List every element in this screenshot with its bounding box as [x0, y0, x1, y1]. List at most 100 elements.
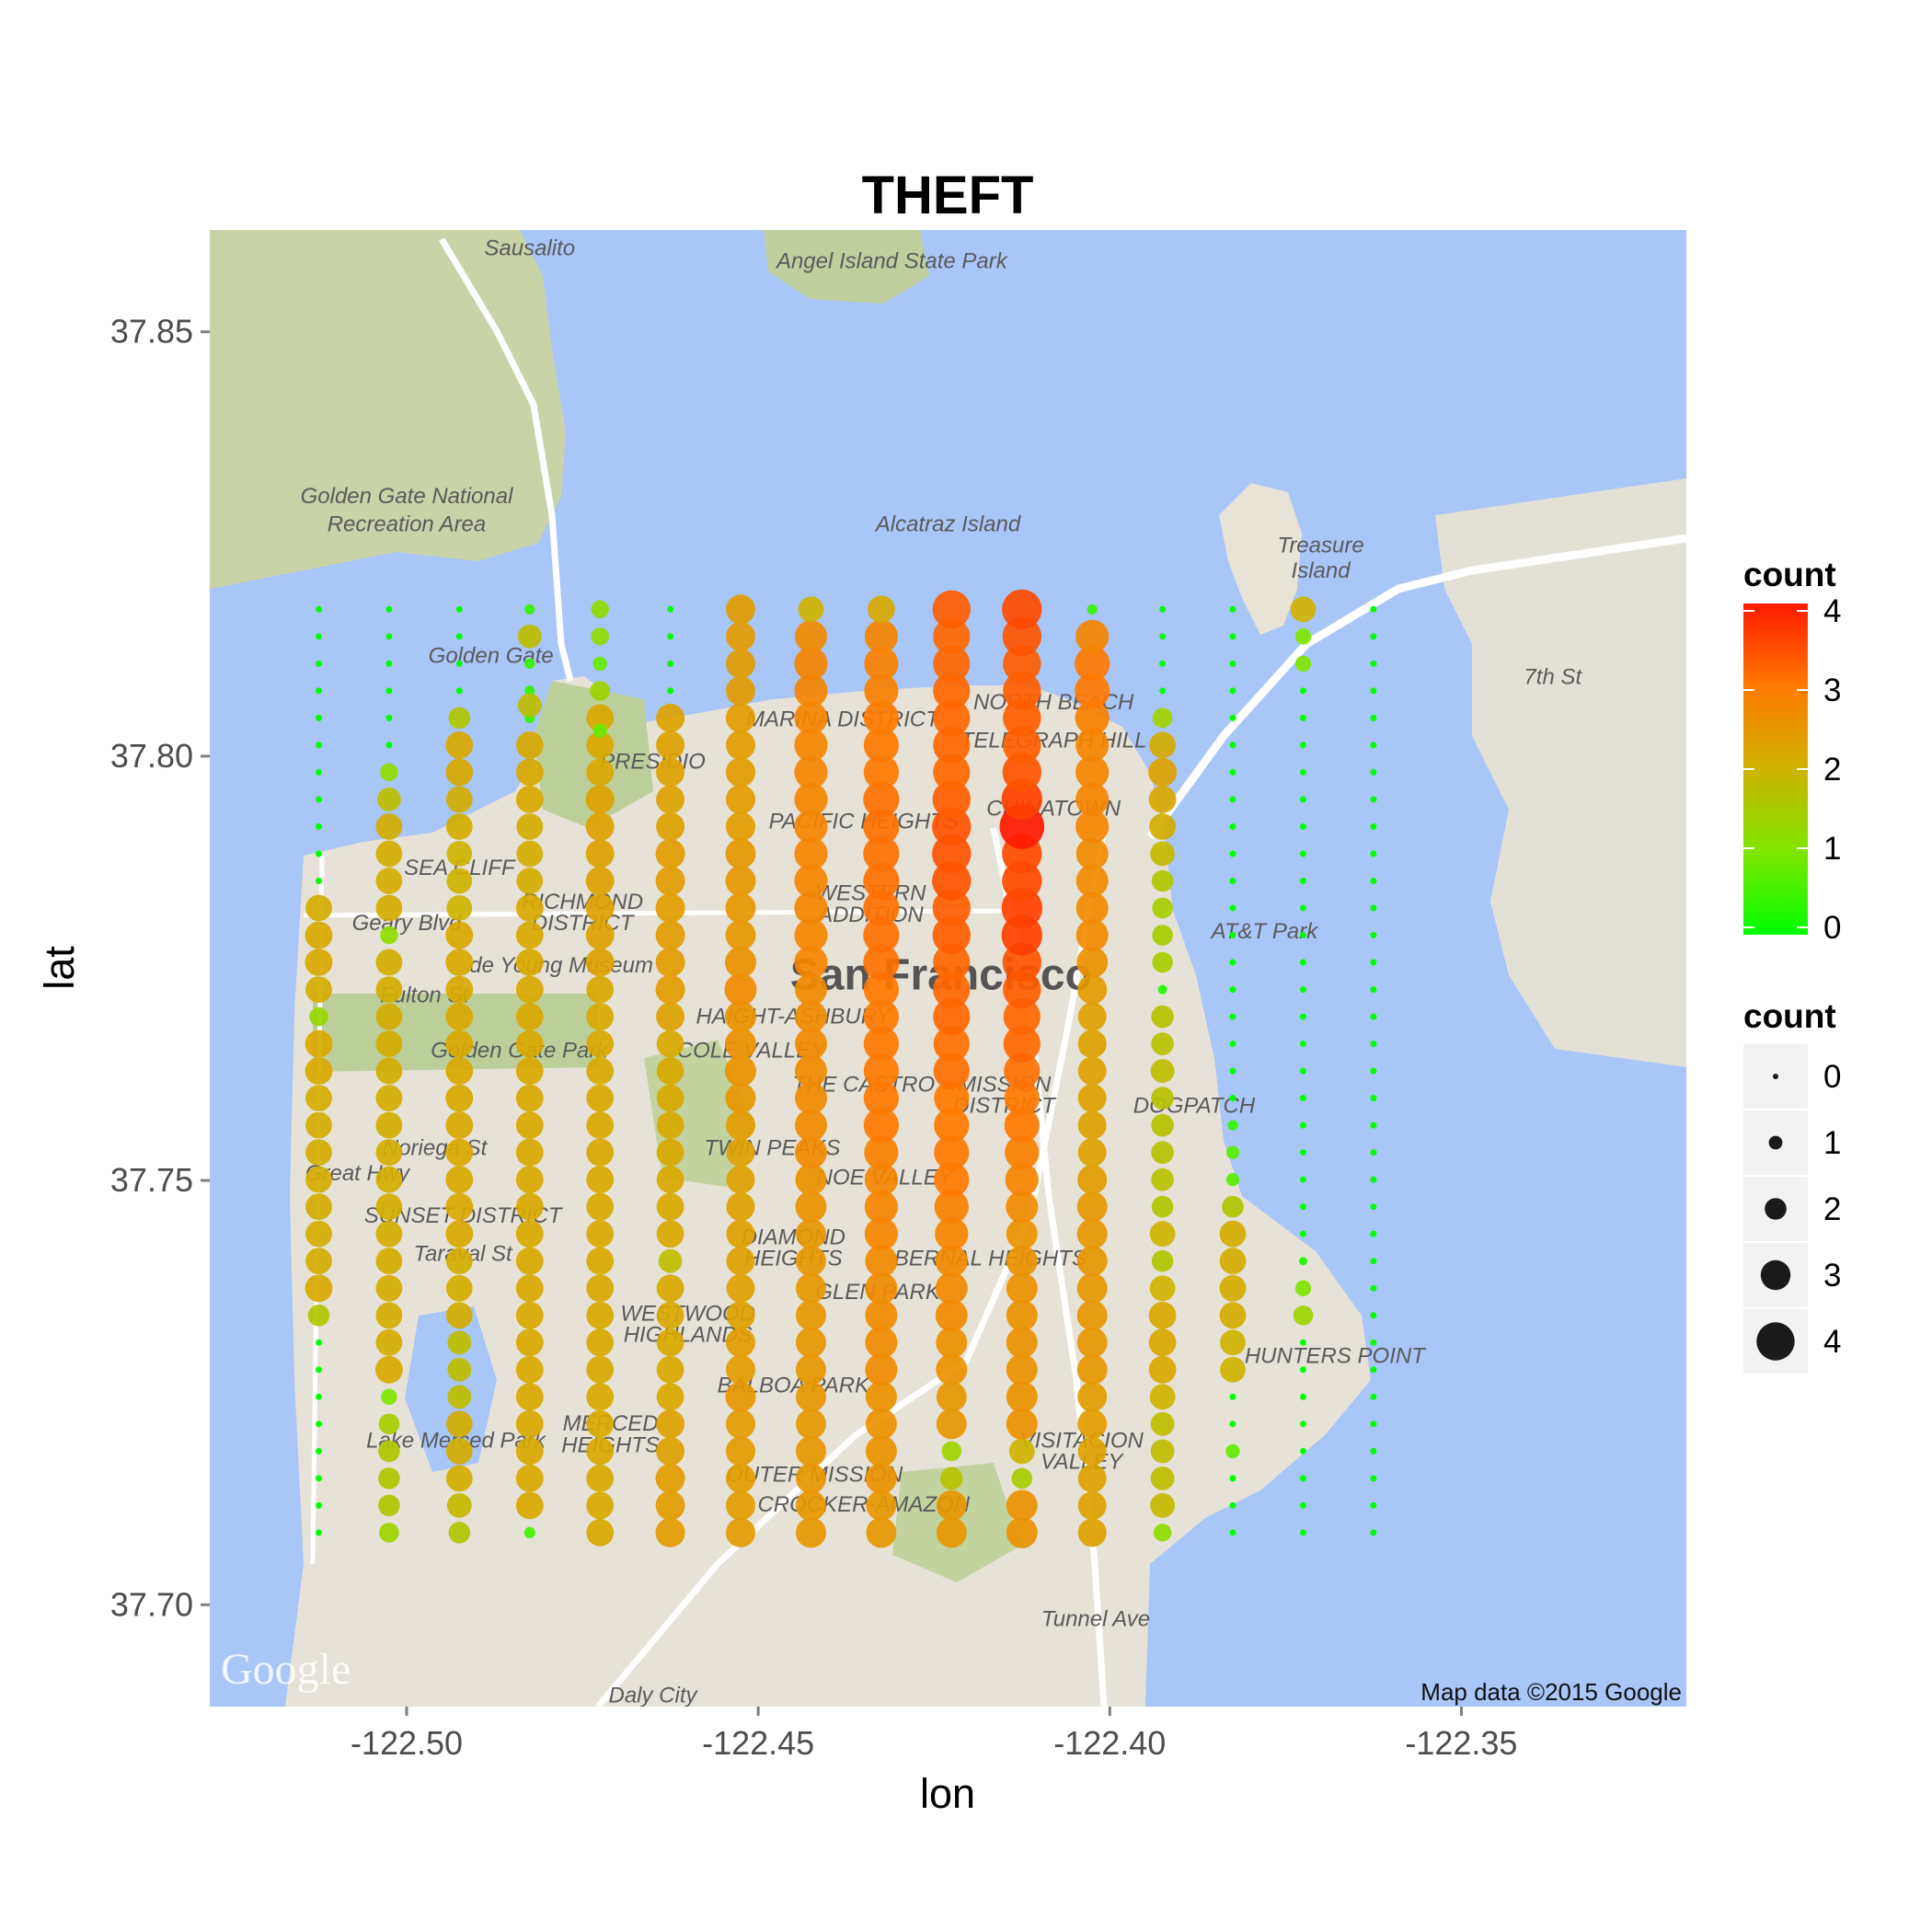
data-point	[445, 1003, 474, 1030]
data-point	[932, 834, 972, 874]
data-point	[316, 850, 322, 857]
data-point	[1003, 1025, 1041, 1063]
data-point	[863, 727, 900, 764]
data-point	[725, 1083, 756, 1114]
data-point	[1370, 633, 1377, 640]
data-point	[656, 1436, 685, 1466]
data-point	[1229, 742, 1236, 749]
data-point	[1151, 1167, 1174, 1191]
data-point	[1225, 1443, 1240, 1459]
data-point	[524, 604, 535, 615]
data-point	[726, 811, 755, 842]
data-point	[385, 742, 393, 749]
data-point	[380, 763, 398, 782]
data-point	[935, 1299, 968, 1332]
data-point	[1229, 1095, 1236, 1102]
data-point	[316, 1420, 322, 1428]
data-point	[725, 1001, 756, 1033]
data-point	[1149, 731, 1176, 759]
data-point	[445, 758, 474, 787]
data-point	[798, 596, 824, 623]
data-point	[445, 1084, 474, 1112]
data-point	[1300, 1121, 1306, 1129]
data-point	[1229, 660, 1236, 667]
map-label: Tunnel Ave	[1041, 1606, 1150, 1631]
size-legend-keys: 0 1 2 3 4	[1743, 1044, 1841, 1374]
data-point	[1300, 1475, 1306, 1482]
data-point	[667, 687, 674, 695]
data-point	[795, 1136, 827, 1169]
size-legend-label: 2	[1823, 1191, 1841, 1227]
data-point	[1370, 1420, 1377, 1428]
data-point	[1370, 742, 1377, 749]
data-point	[1220, 1329, 1246, 1356]
data-point	[1001, 778, 1043, 821]
data-point	[1219, 1248, 1247, 1275]
data-point	[1076, 1354, 1108, 1386]
data-point	[655, 1517, 685, 1547]
data-point	[592, 656, 607, 672]
data-point	[1150, 1466, 1175, 1490]
data-point	[1370, 1529, 1377, 1536]
data-point	[1006, 1299, 1038, 1331]
data-point	[1300, 1013, 1306, 1020]
east-bay-land	[1435, 478, 1686, 1067]
data-point	[933, 753, 971, 791]
data-point	[1148, 1355, 1177, 1384]
map-label: Alcatraz Island	[874, 512, 1021, 536]
data-point	[305, 1166, 332, 1193]
data-point	[864, 1190, 899, 1224]
data-point	[515, 1084, 544, 1112]
data-point	[1225, 1173, 1240, 1187]
data-point	[1370, 823, 1377, 830]
data-point	[446, 868, 473, 894]
data-point	[1229, 1475, 1236, 1482]
map-label: Recreation Area	[328, 512, 487, 536]
data-point	[1076, 1272, 1108, 1304]
data-point	[586, 1029, 615, 1058]
data-point	[1229, 1393, 1236, 1400]
data-point	[1300, 1447, 1306, 1455]
data-point	[795, 1190, 827, 1223]
data-point	[516, 868, 544, 894]
data-point	[375, 1302, 403, 1329]
data-point	[1003, 644, 1041, 684]
data-point	[1006, 1489, 1038, 1522]
data-point	[515, 758, 544, 787]
data-point	[375, 976, 403, 1003]
map-label: 7th St	[1524, 664, 1582, 689]
data-point	[863, 1080, 900, 1116]
data-point	[316, 1475, 322, 1482]
y-axis: 37.70 37.75 37.80 37.85	[110, 313, 210, 1623]
data-point	[1229, 605, 1236, 613]
data-point	[1150, 1493, 1175, 1518]
size-legend-dot	[1760, 1259, 1791, 1291]
data-point	[1370, 1366, 1377, 1374]
data-point	[656, 1057, 684, 1085]
data-point	[863, 916, 900, 954]
data-point	[796, 1327, 826, 1358]
data-point	[1293, 1305, 1314, 1326]
data-point	[1219, 1220, 1247, 1248]
data-point	[795, 1028, 827, 1061]
data-point	[316, 1393, 322, 1400]
data-point	[515, 949, 544, 976]
map-label: DISTRICT	[532, 911, 636, 936]
data-point	[515, 975, 544, 1004]
data-point	[932, 915, 971, 955]
data-point	[375, 1193, 403, 1221]
map-label: Sausalito	[484, 236, 575, 261]
data-point	[515, 1192, 544, 1221]
data-point	[933, 699, 971, 737]
data-point	[725, 947, 756, 978]
data-point	[381, 1388, 397, 1406]
color-legend-title: count	[1743, 556, 1836, 593]
data-point	[455, 633, 463, 640]
data-point	[796, 1489, 826, 1521]
data-point	[586, 1192, 615, 1221]
data-point	[725, 838, 756, 869]
data-point	[796, 1246, 826, 1277]
data-point	[933, 1052, 970, 1089]
data-point	[1150, 1059, 1175, 1083]
data-point	[1076, 1246, 1108, 1277]
